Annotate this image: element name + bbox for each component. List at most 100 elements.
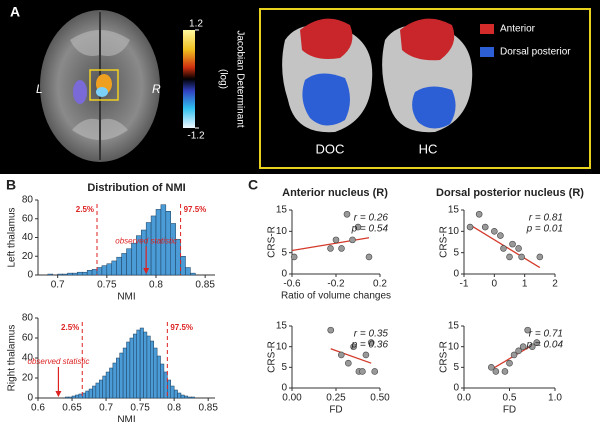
panel-label: A <box>10 4 20 20</box>
bar <box>167 379 172 399</box>
point <box>519 343 527 350</box>
bar <box>116 357 120 399</box>
bar <box>71 395 76 399</box>
bar <box>173 389 178 399</box>
point <box>349 236 356 244</box>
x-tick-label: 0.6 <box>31 403 45 414</box>
x-tick-label: 0.7 <box>51 280 65 291</box>
x-tick-label: 1 <box>522 279 528 290</box>
y-axis-label: CRS-R <box>439 341 450 373</box>
point <box>337 351 345 359</box>
bar <box>190 396 195 399</box>
colorbar <box>183 30 195 128</box>
region-left <box>73 80 87 104</box>
panel-label: B <box>6 177 16 193</box>
bar <box>77 271 83 276</box>
observed-label: observed statistic <box>115 236 177 245</box>
x-tick-label: 0.85 <box>198 403 218 414</box>
bar <box>184 395 189 399</box>
x-tick-label: 2 <box>552 279 558 290</box>
region-right-2 <box>96 87 108 97</box>
bar <box>112 362 117 399</box>
bar <box>150 215 157 276</box>
bar <box>139 327 144 399</box>
bar <box>136 329 141 399</box>
y-tick-label: 40 <box>22 232 34 243</box>
x-tick-label: -1 <box>460 279 469 290</box>
bar <box>177 392 182 399</box>
x-tick-label: 0.8 <box>167 403 181 414</box>
bar <box>109 367 114 399</box>
thalamus-view <box>282 18 373 133</box>
point <box>345 359 352 367</box>
stat-label: p = 0.36 <box>351 340 389 351</box>
bar <box>146 335 151 399</box>
bar <box>187 396 192 399</box>
y-tick-label: 5 <box>281 247 287 258</box>
point <box>367 339 375 346</box>
bar <box>91 269 98 276</box>
y-tick-label: 0 <box>27 270 33 281</box>
x-tick-label: -0.2 <box>327 279 345 290</box>
point <box>515 245 522 252</box>
point <box>491 228 498 235</box>
y-tick-label: 60 <box>22 213 34 224</box>
y-tick-label: 10 <box>448 341 460 352</box>
panel-label: C <box>248 177 258 193</box>
legend-swatch <box>480 47 494 57</box>
legend-label: Dorsal posterior <box>500 47 571 58</box>
y-tick-label: 15 <box>448 205 460 216</box>
y-tick-label: 80 <box>22 313 34 324</box>
y-tick-label: 60 <box>22 333 34 344</box>
y-tick-label: 10 <box>276 341 288 352</box>
bar <box>105 371 110 399</box>
x-axis-label: NMI <box>117 292 135 303</box>
x-axis-label: FD <box>329 405 342 416</box>
point <box>509 240 516 248</box>
point <box>492 368 500 375</box>
point <box>332 236 340 244</box>
bar <box>106 263 113 276</box>
x-tick-label: 0.7 <box>99 403 113 414</box>
bar <box>111 260 117 276</box>
y-tick-label: 15 <box>276 205 288 216</box>
point <box>506 359 513 367</box>
point <box>290 253 298 261</box>
view-label: HC <box>419 141 438 156</box>
y-axis-label: CRS-R <box>439 226 450 258</box>
x-tick-label: 1.0 <box>548 393 562 404</box>
y-tick-label: 20 <box>22 251 34 262</box>
x-tick-label: 0.75 <box>130 403 150 414</box>
point <box>515 347 522 355</box>
legend-swatch <box>480 24 494 34</box>
reference-label: 97.5% <box>170 323 193 332</box>
y-tick-label: 5 <box>453 247 459 258</box>
stat-label: p = 0.04 <box>526 340 564 351</box>
colorbar-tick-label: -1.2 <box>187 131 205 142</box>
bar <box>180 394 185 399</box>
y-tick-label: 0 <box>453 269 459 280</box>
observed-label: observed statistic <box>28 357 90 366</box>
bar <box>86 270 93 276</box>
bar <box>122 347 127 399</box>
bar <box>64 396 69 399</box>
point <box>354 223 362 231</box>
bar <box>88 388 93 399</box>
y-tick-label: 0 <box>453 383 459 394</box>
bar <box>78 393 83 399</box>
point <box>475 210 483 218</box>
bar <box>163 371 168 399</box>
bar <box>101 265 108 276</box>
bar <box>160 363 165 399</box>
bar <box>129 337 134 399</box>
fit-line <box>291 237 370 252</box>
bar <box>131 242 137 276</box>
y-tick-label: 15 <box>276 321 288 332</box>
x-tick-label: 0.85 <box>195 280 215 291</box>
bar <box>72 272 78 276</box>
bar <box>119 352 124 399</box>
x-axis-label: NMI <box>117 415 135 422</box>
bar <box>85 390 90 399</box>
point <box>481 223 489 231</box>
bar <box>170 385 175 399</box>
